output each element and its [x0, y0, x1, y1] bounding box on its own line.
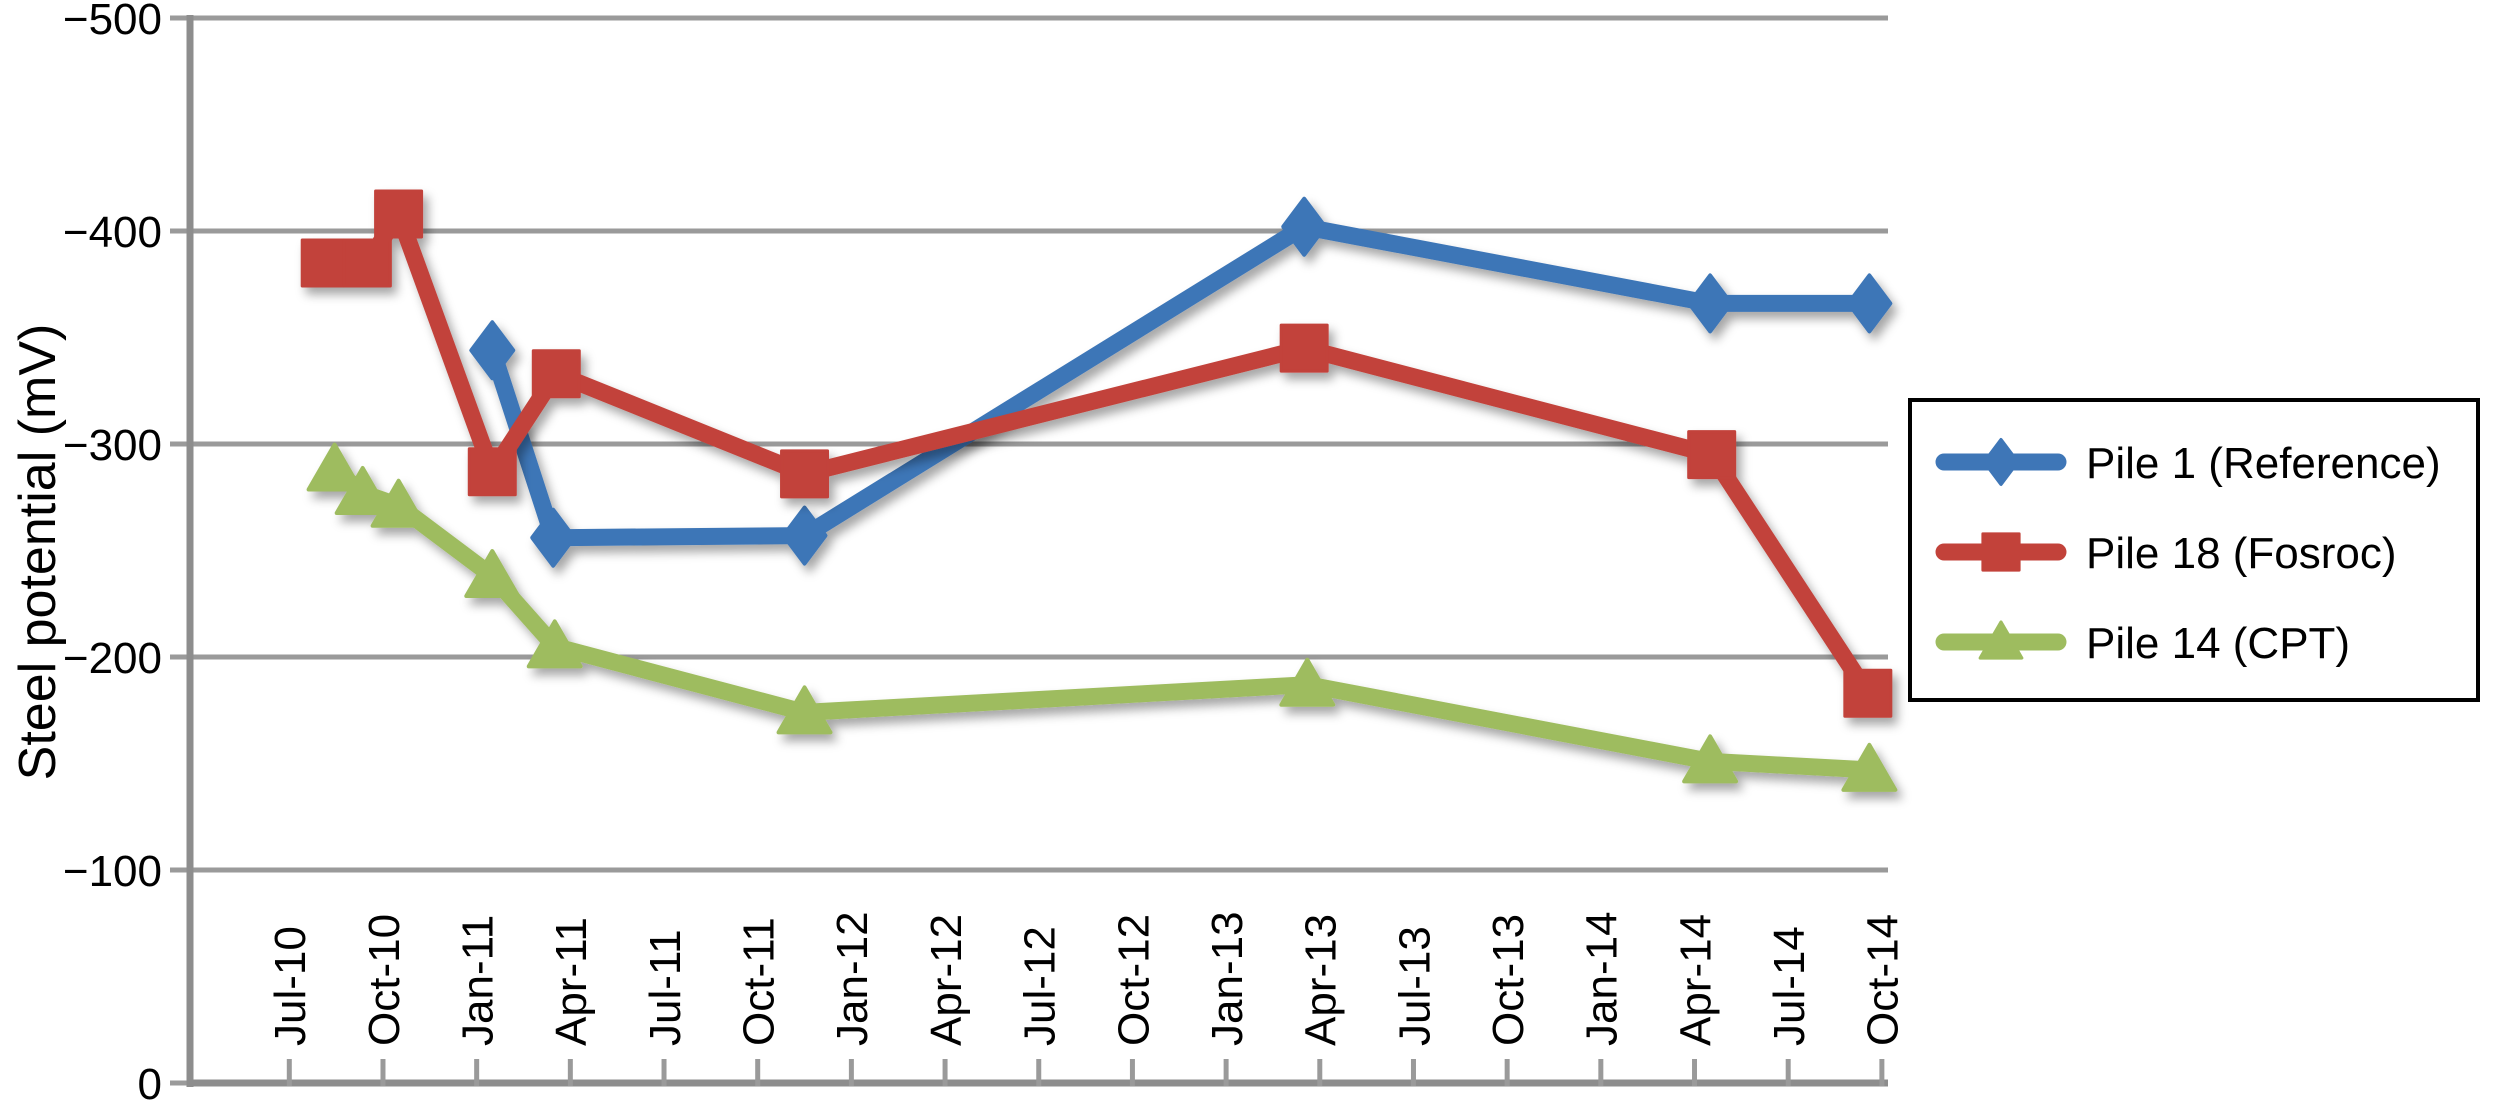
marker-diamond	[469, 320, 516, 381]
marker-diamond	[530, 507, 577, 568]
legend-row: Pile 14 (CPT)	[1935, 619, 2350, 668]
y-tick-label: −300	[63, 421, 162, 470]
x-tick-label: Jul-11	[641, 929, 690, 1046]
series-line-pile-1-reference	[483, 218, 1878, 547]
marker-square	[1843, 668, 1893, 718]
x-tick-label: Oct-14	[1859, 914, 1908, 1046]
marker-diamond	[1846, 273, 1893, 334]
y-tick-label: −400	[63, 208, 162, 257]
legend-row: Pile 1 (Reference)	[1935, 438, 2441, 488]
y-tick-label: −200	[63, 634, 162, 683]
legend: Pile 1 (Reference) Pile 18 (Fosroc) Pile 1…	[1908, 398, 2480, 702]
marker-square	[467, 447, 517, 497]
series-pile-1-reference	[469, 196, 1893, 568]
marker-triangle	[1682, 734, 1739, 784]
y-tick-label: 0	[138, 1060, 162, 1109]
marker-square	[300, 238, 350, 288]
y-tick-label: −100	[63, 847, 162, 896]
x-tick-label: Jan-14	[1578, 911, 1627, 1046]
x-tick-label: Jan-11	[454, 915, 503, 1046]
marker-triangle	[776, 685, 833, 735]
legend-label: Pile 18 (Fosroc)	[2086, 529, 2397, 578]
marker-triangle	[334, 465, 391, 515]
legend-row: Pile 18 (Fosroc)	[1935, 529, 2397, 578]
series-line-pile-14-cpt	[326, 461, 1878, 779]
x-tick-label: Oct-10	[360, 914, 409, 1046]
marker-triangle	[1978, 620, 2024, 660]
x-tick-label: Oct-13	[1484, 914, 1533, 1046]
x-tick-label: Oct-11	[735, 917, 784, 1046]
marker-square	[1981, 532, 2021, 572]
x-tick-label: Oct-12	[1109, 914, 1158, 1046]
marker-triangle	[370, 478, 427, 528]
x-tick-label: Jul-13	[1390, 926, 1439, 1046]
marker-square	[1687, 430, 1737, 480]
marker-diamond	[1281, 196, 1328, 257]
marker-square	[780, 449, 830, 499]
x-tick-label: Jan-12	[828, 911, 877, 1046]
x-tick-label: Jan-13	[1203, 911, 1252, 1046]
marker-triangle	[526, 619, 583, 669]
series-pile-14-cpt	[306, 442, 1898, 792]
x-tick-label: Jul-12	[1016, 926, 1065, 1046]
x-tick-label: Apr-12	[922, 914, 971, 1046]
x-tick-label: Jul-14	[1765, 926, 1814, 1046]
x-tick-label: Jul-10	[266, 926, 315, 1046]
series-pile-18-fosroc	[300, 189, 1893, 718]
marker-square	[374, 189, 424, 239]
marker-triangle	[1279, 657, 1336, 707]
marker-diamond	[781, 505, 828, 566]
marker-triangle	[306, 442, 363, 492]
y-axis-title: Steel potential (mV)	[9, 323, 67, 781]
marker-square	[1279, 323, 1329, 373]
y-tick-label: −500	[63, 0, 162, 44]
marker-diamond	[1982, 438, 2020, 486]
marker-diamond	[1687, 273, 1734, 334]
marker-triangle	[464, 549, 521, 599]
x-tick-label: Apr-11	[547, 917, 596, 1046]
x-tick-label: Apr-13	[1297, 914, 1346, 1046]
marker-square	[531, 349, 581, 399]
legend-label: Pile 1 (Reference)	[2086, 439, 2441, 488]
legend-label: Pile 14 (CPT)	[2086, 619, 2350, 668]
marker-square	[342, 238, 392, 288]
marker-triangle	[1841, 742, 1898, 792]
x-tick-label: Apr-14	[1671, 914, 1720, 1046]
